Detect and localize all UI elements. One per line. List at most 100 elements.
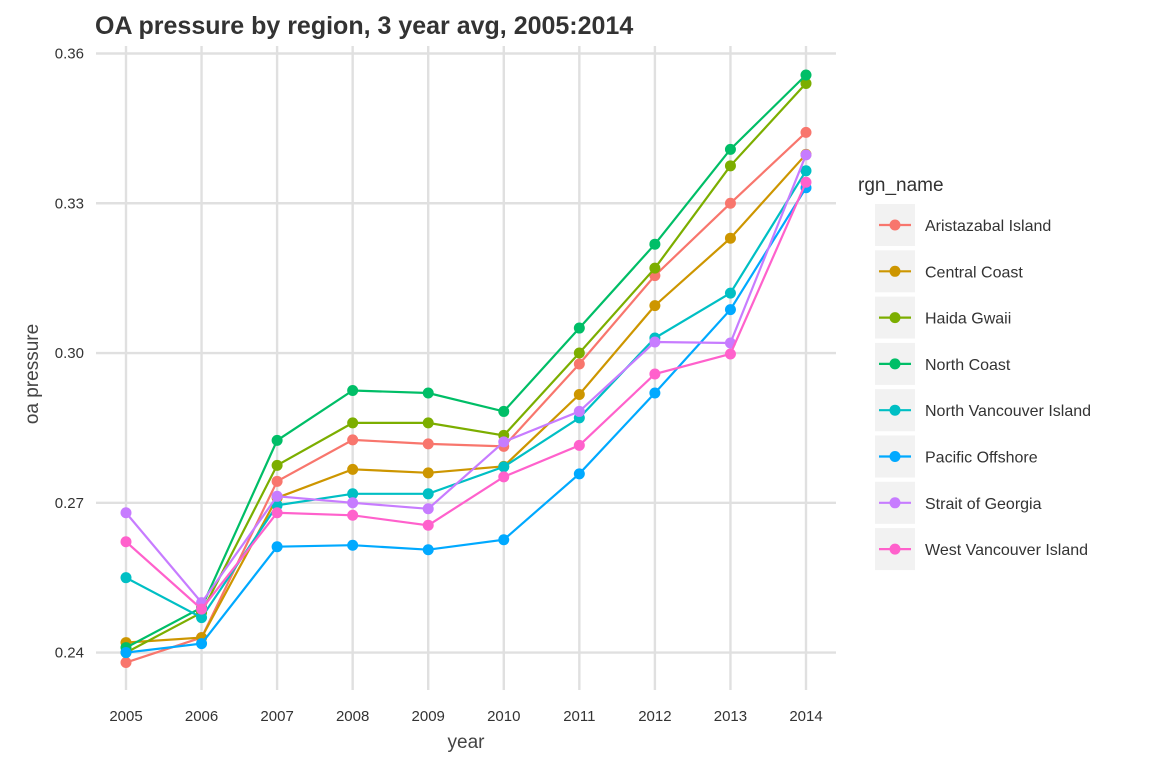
legend-item-aristazabal-island: Aristazabal Island	[875, 204, 1051, 246]
point-pacific-offshore-2011	[573, 468, 585, 480]
point-west-vancouver-island-2009	[422, 519, 434, 531]
series-line-north-coast	[125, 74, 807, 649]
point-aristazabal-island-2009	[422, 438, 434, 450]
legend-key-point	[889, 312, 901, 324]
point-central-coast-2012	[649, 300, 661, 312]
legend-item-north-vancouver-island: North Vancouver Island	[875, 389, 1091, 432]
point-aristazabal-island-2008	[347, 434, 359, 446]
x-tick-label-2009: 2009	[412, 708, 445, 725]
point-west-vancouver-island-2005	[120, 536, 132, 548]
legend-title: rgn_name	[858, 175, 944, 196]
point-pacific-offshore-2012	[649, 387, 661, 399]
x-tick-label-2013: 2013	[714, 708, 747, 725]
point-north-coast-2010	[498, 405, 510, 417]
y-axis-ticks: 0.24 0.27 0.30 0.33 0.36	[55, 45, 84, 661]
x-axis-label: year	[448, 732, 486, 753]
legend-key-point	[889, 543, 901, 555]
x-tick-label-2005: 2005	[109, 708, 142, 725]
point-west-vancouver-island-2012	[649, 368, 661, 380]
series-line-haida-gwaii	[125, 82, 807, 654]
series-line-pacific-offshore	[125, 187, 807, 654]
y-tick-label-0.30: 0.30	[55, 345, 84, 362]
legend-label-pacific-offshore: Pacific Offshore	[925, 450, 1038, 467]
point-strait-of-georgia-2009	[422, 503, 434, 515]
point-north-coast-2011	[573, 322, 585, 334]
point-strait-of-georgia-2007	[271, 490, 283, 502]
series-line-west-vancouver-island	[125, 181, 808, 611]
point-haida-gwaii-2008	[347, 417, 359, 429]
legend: rgn_name Aristazabal Island Central Coast…	[858, 175, 1091, 571]
point-north-vancouver-island-2010	[498, 461, 510, 473]
point-north-vancouver-island-2014	[800, 165, 812, 177]
point-west-vancouver-island-2006	[196, 603, 208, 615]
series-north-coast	[120, 69, 812, 654]
point-central-coast-2008	[347, 463, 359, 475]
point-north-coast-2013	[724, 143, 736, 155]
x-tick-label-2007: 2007	[260, 708, 293, 725]
series-aristazabal-island	[120, 126, 812, 669]
series-strait-of-georgia	[120, 149, 812, 609]
legend-item-haida-gwaii: Haida Gwaii	[875, 296, 1011, 339]
point-haida-gwaii-2012	[649, 262, 661, 274]
point-north-coast-2007	[271, 434, 283, 446]
point-haida-gwaii-2013	[724, 160, 736, 172]
legend-item-north-coast: North Coast	[875, 342, 1011, 385]
legend-key-point	[889, 497, 901, 509]
legend-item-west-vancouver-island: West Vancouver Island	[875, 528, 1088, 571]
point-strait-of-georgia-2008	[347, 497, 359, 509]
point-central-coast-2013	[724, 232, 736, 244]
point-haida-gwaii-2011	[573, 347, 585, 359]
point-strait-of-georgia-2011	[573, 405, 585, 417]
y-tick-label-0.33: 0.33	[55, 195, 84, 212]
x-axis-ticks: 2005 2006 2007 2008 2009 2010 2011 2012 2013 2014	[109, 708, 822, 725]
point-aristazabal-island-2014	[800, 126, 812, 138]
point-north-vancouver-island-2013	[724, 287, 736, 299]
point-aristazabal-island-2013	[724, 197, 736, 209]
series-pacific-offshore	[120, 182, 812, 659]
legend-label-north-vancouver-island: North Vancouver Island	[925, 403, 1091, 420]
point-haida-gwaii-2007	[271, 459, 283, 471]
x-tick-label-2011: 2011	[563, 708, 595, 725]
legend-key-point	[889, 358, 901, 370]
series-north-vancouver-island	[120, 165, 812, 624]
point-aristazabal-island-2005	[120, 657, 132, 669]
point-central-coast-2011	[573, 388, 585, 400]
point-north-vancouver-island-2009	[422, 488, 434, 500]
point-west-vancouver-island-2010	[498, 471, 510, 483]
legend-item-pacific-offshore: Pacific Offshore	[875, 435, 1038, 478]
point-west-vancouver-island-2014	[800, 176, 812, 188]
point-pacific-offshore-2006	[196, 638, 208, 650]
series-layer	[120, 69, 812, 669]
legend-label-central-coast: Central Coast	[925, 264, 1023, 281]
point-strait-of-georgia-2005	[120, 507, 132, 519]
legend-label-north-coast: North Coast	[925, 357, 1011, 374]
x-tick-label-2006: 2006	[185, 708, 218, 725]
legend-key-point	[889, 219, 901, 231]
legend-key-point	[889, 265, 901, 277]
point-west-vancouver-island-2011	[573, 439, 585, 451]
point-north-coast-2008	[347, 384, 359, 396]
legend-item-strait-of-georgia: Strait of Georgia	[875, 481, 1042, 524]
legend-key-point	[889, 451, 901, 462]
legend-label-west-vancouver-island: West Vancouver Island	[925, 542, 1088, 559]
point-aristazabal-island-2011	[573, 358, 585, 370]
point-north-vancouver-island-2008	[347, 488, 359, 500]
legend-label-haida-gwaii: Haida Gwaii	[925, 311, 1011, 328]
y-tick-label-0.24: 0.24	[55, 645, 84, 662]
point-pacific-offshore-2009	[422, 544, 434, 556]
point-strait-of-georgia-2012	[649, 336, 661, 348]
point-haida-gwaii-2014	[800, 77, 812, 89]
series-line-strait-of-georgia	[125, 154, 808, 605]
point-pacific-offshore-2013	[724, 304, 736, 316]
legend-label-strait-of-georgia: Strait of Georgia	[925, 496, 1042, 513]
point-pacific-offshore-2008	[347, 539, 359, 551]
y-tick-label-0.27: 0.27	[55, 495, 84, 512]
point-pacific-offshore-2010	[498, 534, 510, 546]
point-north-coast-2012	[649, 238, 661, 250]
y-axis-label: oa pressure	[22, 324, 43, 424]
x-tick-label-2010: 2010	[487, 708, 520, 725]
x-tick-label-2014: 2014	[789, 708, 822, 725]
point-aristazabal-island-2007	[271, 475, 283, 487]
series-line-aristazabal-island	[125, 131, 807, 664]
